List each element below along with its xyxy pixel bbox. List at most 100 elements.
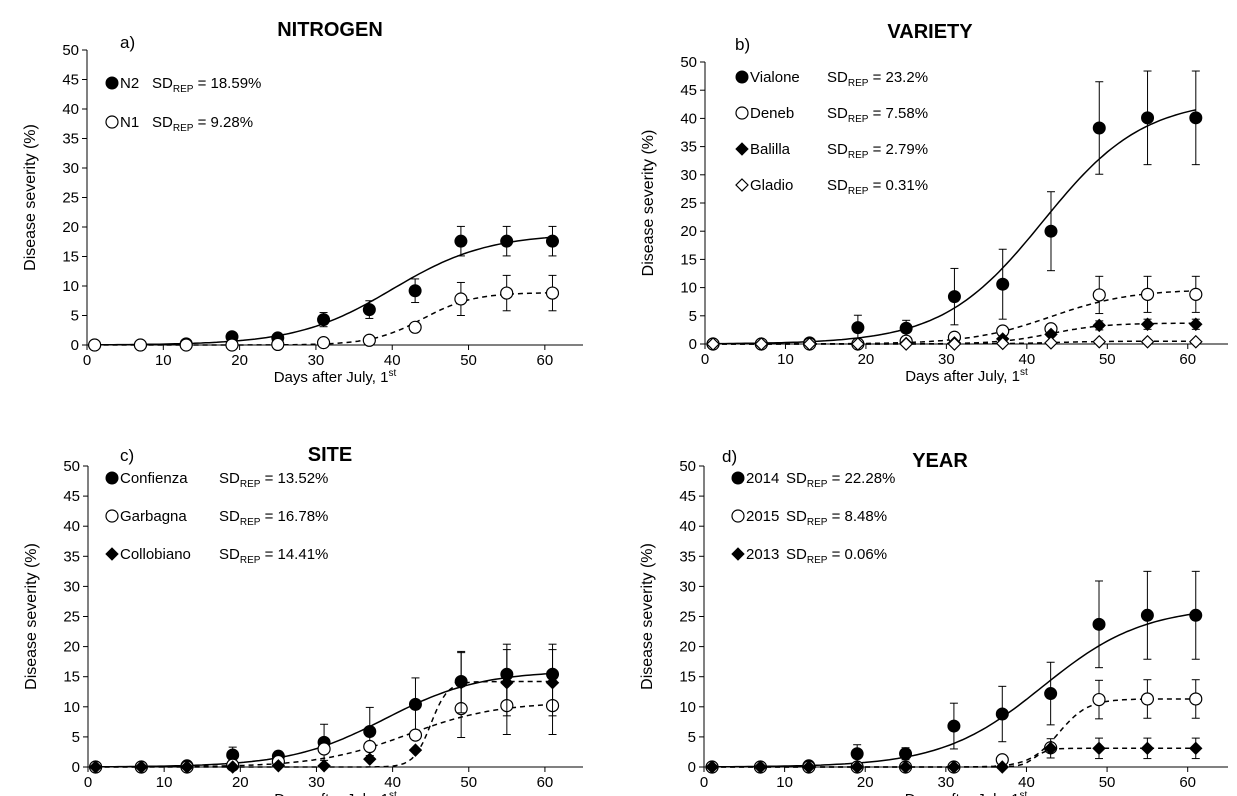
legend-sd-label: SD [827,69,848,86]
y-tick-label: 40 [63,518,80,535]
marker-open-diamond [1092,334,1107,349]
y-tick-label: 20 [680,223,697,240]
marker-filled-circle [1141,111,1155,125]
legend-sd: SDREP = 23.2% [827,69,928,89]
marker-open-circle [179,338,193,352]
x-tick-label: 0 [83,352,91,369]
series-2014 [705,570,1203,774]
marker-open-circle [88,338,102,352]
y-tick-label: 0 [72,759,80,776]
marker-open-circle [735,106,749,120]
y-tick-label: 5 [689,308,697,325]
y-tick-label: 35 [680,139,697,156]
y-tick-label: 0 [71,337,79,354]
marker-filled-circle [731,471,745,485]
legend-sd-sub: REP [807,479,828,490]
chart-title: SITE [308,444,352,466]
marker-open-diamond [1044,336,1058,350]
marker-open-diamond [947,337,962,351]
legend-sd-value: = 8.48% [827,508,887,525]
x-tick-label: 60 [1179,351,1196,368]
marker-filled-diamond [731,547,745,561]
y-tick-label: 15 [679,669,696,686]
fit-curve [712,698,1196,768]
marker-filled-circle [363,724,377,738]
x-tick-label: 20 [231,352,248,369]
x-tick-label: 40 [1019,351,1036,368]
marker-filled-circle [105,471,119,485]
marker-filled-diamond [454,676,468,690]
marker-open-circle [1140,692,1154,706]
marker-open-circle [133,338,148,352]
legend-sd-value: = 14.41% [260,546,328,563]
legend-sd: SDREP = 9.28% [152,114,253,134]
legend-label: N1 [120,114,139,131]
legend-sd-value: = 0.31% [868,177,928,194]
marker-open-circle [545,286,560,300]
marker-open-diamond [754,337,769,351]
marker-filled-circle [545,234,559,248]
marker-filled-diamond [88,760,103,774]
marker-filled-circle [362,303,376,317]
legend-sd-sub: REP [240,517,261,528]
marker-filled-circle [1140,608,1154,622]
x-tick-label: 60 [537,774,554,791]
marker-filled-diamond [545,676,560,690]
legend-sd: SDREP = 7.58% [827,105,928,125]
x-tick-label: 50 [1099,774,1116,791]
legend-sd-sub: REP [173,84,194,95]
legend-sd-sub: REP [848,150,869,161]
y-tick-label: 40 [62,101,79,118]
legend-sd-label: SD [152,75,173,92]
legend-label: Deneb [750,105,794,122]
x-tick-label: 30 [308,352,325,369]
marker-open-circle [363,739,377,754]
x-tick-label: 20 [858,351,875,368]
y-tick-label: 30 [680,167,697,184]
y-tick-label: 50 [62,42,79,59]
marker-filled-circle [408,697,422,711]
marker-filled-circle [500,234,514,248]
legend-sd-value: = 2.79% [868,141,928,158]
marker-filled-diamond [105,547,119,561]
marker-filled-circle [1044,687,1058,701]
marker-filled-diamond [408,743,423,757]
marker-filled-circle [899,747,913,761]
legend-label: N2 [120,75,139,92]
x-tick-label: 30 [308,774,325,791]
y-tick-label: 35 [679,548,696,565]
legend-sd-sub: REP [240,555,261,566]
marker-open-diamond [1140,334,1155,349]
marker-open-circle [1189,692,1203,706]
marker-open-circle [731,509,745,523]
marker-filled-diamond [753,760,768,774]
legend-label: 2013 [746,546,779,563]
marker-filled-diamond [225,760,240,774]
chart-title: NITROGEN [277,19,383,41]
legend-label: Garbagna [120,508,187,525]
marker-open-diamond [735,178,749,192]
marker-open-circle [316,336,331,350]
legend-sd: SDREP = 0.31% [827,177,928,197]
legend-sd-label: SD [827,177,848,194]
legend-sd-sub: REP [848,114,869,125]
legend-sd-label: SD [152,114,173,131]
marker-filled-diamond [1189,317,1203,331]
y-tick-label: 50 [680,54,697,71]
chart-panel-2: 0 5 10 15 20 25 30 35 40 45 50 0 10 20 30 40 50 60 Days af… [640,21,1228,385]
marker-open-circle [1092,692,1106,707]
marker-filled-diamond [180,760,194,774]
marker-open-circle [1140,287,1155,301]
marker-filled-diamond [898,760,913,774]
marker-filled-circle [947,719,961,733]
x-axis-label-sup: st [389,790,397,796]
chart-panel-4: 0 5 10 15 20 25 30 35 40 45 50 0 10 20 30 40 50 60 Days af… [639,447,1228,796]
legend-label: 2014 [746,470,779,487]
legend-sd-label: SD [827,105,848,122]
legend-sd: SDREP = 0.06% [786,546,887,566]
legend-label: Balilla [750,141,791,158]
legend-sd-label: SD [827,141,848,158]
marker-filled-diamond [1092,318,1106,333]
chart-panel-3: 0 5 10 15 20 25 30 35 40 45 50 0 10 20 30 40 50 60 Days af… [23,444,583,796]
marker-open-circle [1189,287,1203,301]
